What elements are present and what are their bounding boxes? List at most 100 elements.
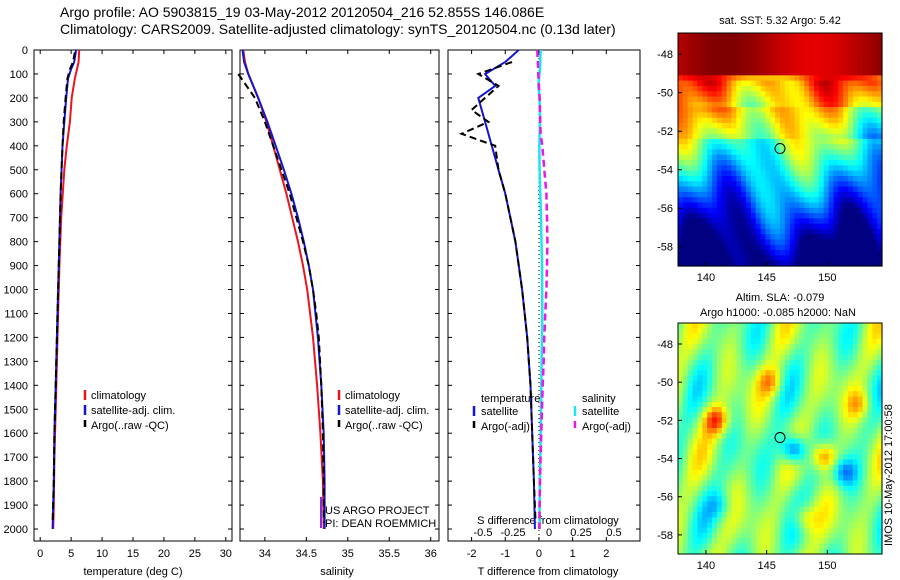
- map-cell: [872, 85, 878, 92]
- map-cell: [687, 391, 694, 398]
- map-cell: [838, 323, 844, 329]
- map-cell: [857, 459, 864, 466]
- map-cell: [697, 506, 703, 513]
- map-cell: [687, 344, 694, 350]
- map-cell: [780, 491, 786, 497]
- map-cell: [736, 75, 742, 82]
- map-cell: [687, 181, 694, 188]
- map-cell: [784, 328, 791, 335]
- map-cell: [755, 407, 762, 413]
- map-cell: [848, 165, 854, 172]
- map-cell: [877, 223, 883, 230]
- map-cell: [755, 244, 762, 251]
- map-cell: [678, 338, 684, 345]
- map-cell: [775, 54, 781, 61]
- map-cell: [682, 496, 689, 503]
- map-cell: [804, 354, 810, 361]
- map-cell: [736, 43, 742, 50]
- map-cell: [750, 391, 757, 398]
- map-cell: [726, 218, 733, 225]
- map-cell: [838, 80, 844, 87]
- map-cell: [794, 70, 801, 76]
- depth-tick-label: 1300: [4, 356, 28, 368]
- map-cell: [838, 328, 844, 335]
- map-cell: [833, 428, 839, 434]
- map-cell: [692, 64, 699, 71]
- map-cell: [775, 401, 781, 408]
- map-cell: [809, 464, 815, 471]
- map-cell: [823, 80, 830, 87]
- map-cell: [833, 470, 839, 476]
- temperature-tick-label: 25: [189, 548, 201, 560]
- map-cell: [848, 433, 854, 440]
- map-cell: [731, 391, 737, 398]
- map-cell: [838, 154, 844, 161]
- map-cell: [755, 112, 762, 119]
- map-cell: [838, 496, 844, 503]
- map-cell: [780, 107, 786, 114]
- map-cell: [721, 223, 728, 230]
- map-cell: [838, 48, 844, 55]
- map-cell: [721, 160, 728, 166]
- map-cell: [833, 527, 839, 534]
- map-cell: [848, 43, 854, 50]
- map-cell: [716, 517, 723, 524]
- map-cell: [862, 96, 869, 103]
- map-cell: [692, 75, 699, 82]
- map-cell: [741, 470, 747, 476]
- map-cell: [867, 506, 873, 513]
- map-cell: [862, 438, 869, 445]
- map-cell: [707, 64, 713, 71]
- map-cell: [775, 454, 781, 461]
- map-cell: [682, 422, 689, 429]
- map-cell: [687, 396, 694, 403]
- map-cell: [741, 407, 747, 413]
- map-cell: [804, 407, 810, 413]
- map-cell: [857, 464, 864, 471]
- map-cell: [823, 328, 830, 335]
- map-cell: [765, 501, 771, 508]
- map-cell: [692, 365, 699, 371]
- map-cell: [818, 43, 825, 50]
- map-cell: [852, 407, 859, 413]
- map-cell: [770, 75, 776, 82]
- map-cell: [828, 396, 835, 403]
- map-cell: [848, 386, 854, 392]
- map-cell: [775, 91, 781, 98]
- map-cell: [682, 48, 689, 55]
- map-cell: [775, 64, 781, 71]
- map-cell: [867, 64, 873, 71]
- map-cell: [833, 412, 839, 419]
- map-cell: [775, 480, 781, 487]
- map-cell: [726, 380, 733, 387]
- map-cell: [843, 91, 849, 98]
- map-cell: [867, 33, 873, 39]
- map-cell: [682, 354, 689, 361]
- map-cell: [818, 349, 825, 356]
- map-cell: [746, 138, 752, 145]
- map-cell: [760, 138, 767, 145]
- map-cell: [843, 207, 849, 214]
- map-cell: [702, 417, 708, 424]
- map-cell: [736, 186, 742, 193]
- map-cell: [775, 218, 781, 225]
- map-cell: [862, 234, 869, 241]
- map-cell: [746, 202, 752, 209]
- map-cell: [804, 438, 810, 445]
- map-cell: [809, 323, 815, 329]
- map-cell: [789, 112, 796, 119]
- map-cell: [843, 70, 849, 76]
- map-cell: [843, 365, 849, 371]
- map-cell: [872, 250, 878, 257]
- map-cell: [828, 202, 835, 209]
- map-cell: [838, 543, 844, 550]
- map-cell: [775, 407, 781, 413]
- map-cell: [736, 443, 742, 450]
- map-cell: [736, 101, 742, 108]
- map-cell: [678, 412, 684, 419]
- map-cell: [862, 328, 869, 335]
- map-cell: [784, 512, 791, 518]
- map-cell: [736, 323, 742, 329]
- map-cell: [750, 349, 757, 356]
- map-cell: [843, 228, 849, 235]
